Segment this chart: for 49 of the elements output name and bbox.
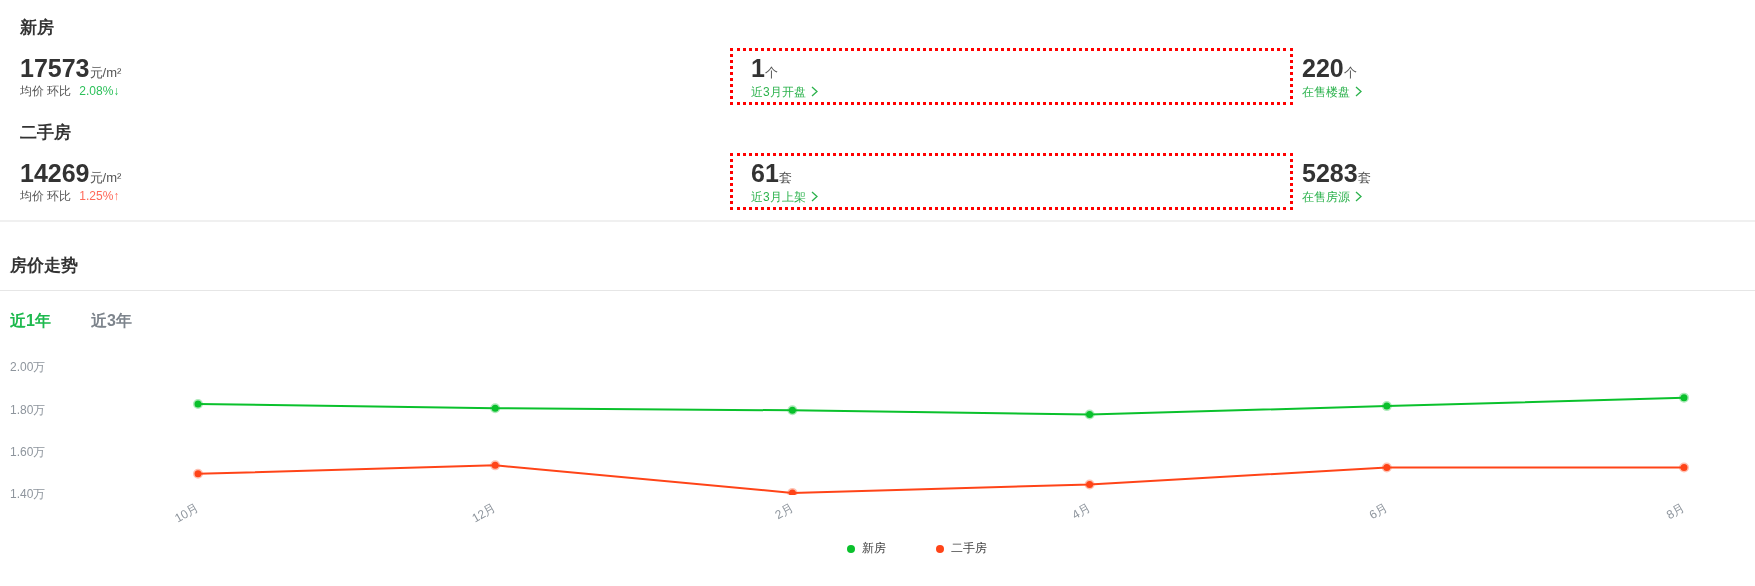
text: 近3月上架 [751, 190, 806, 204]
text: 个 [1343, 65, 1357, 80]
x-tick-label: 2月 [772, 500, 796, 523]
text: 均价 环比 [20, 189, 72, 203]
text: 1.25%↑ [79, 189, 120, 203]
point [787, 405, 798, 416]
x-tick-label: 12月 [469, 500, 499, 526]
text: 套 [1357, 170, 1371, 185]
point [1084, 479, 1095, 490]
text: 61 [751, 159, 779, 187]
y-tick-label: 2.00万 [10, 360, 46, 375]
text: 套 [778, 170, 792, 185]
x-tick-label: 10月 [172, 500, 202, 526]
text: 在售房源 [1302, 190, 1350, 204]
text: 5283 [1302, 159, 1358, 187]
point [1679, 462, 1689, 473]
point [1084, 409, 1095, 420]
text: 近1年 [10, 311, 51, 331]
text: 元/m² [89, 65, 122, 80]
text: 近3年 [91, 311, 132, 331]
text: 2.08%↓ [79, 84, 120, 98]
text: 17573 [20, 54, 90, 82]
text: 在售楼盘 [1302, 85, 1350, 99]
point [1679, 392, 1689, 403]
text: 元/m² [89, 170, 122, 185]
chart-title: 房价走势 [10, 256, 78, 276]
text: 新房 [20, 18, 54, 38]
point [193, 468, 203, 479]
text: 个 [764, 65, 778, 80]
point [1381, 401, 1392, 412]
x-tick-label: 6月 [1366, 500, 1390, 523]
legend-label: 新房 [862, 541, 886, 556]
legend-label: 二手房 [951, 541, 987, 556]
point [490, 403, 501, 414]
text: 1 [751, 54, 765, 82]
x-tick-label: 8月 [1663, 500, 1688, 523]
point [1381, 462, 1392, 473]
point [490, 460, 501, 471]
y-tick-label: 1.60万 [10, 444, 46, 459]
text: 均价 环比 [20, 84, 72, 98]
text: 二手房 [20, 123, 71, 143]
text: 220 [1302, 54, 1344, 82]
y-tick-label: 1.80万 [10, 402, 46, 417]
text: 14269 [20, 159, 90, 187]
y-tick-label: 1.40万 [10, 487, 46, 502]
text: 近3月开盘 [751, 85, 806, 99]
x-tick-label: 4月 [1069, 500, 1093, 523]
point [787, 487, 798, 495]
point [193, 398, 203, 409]
